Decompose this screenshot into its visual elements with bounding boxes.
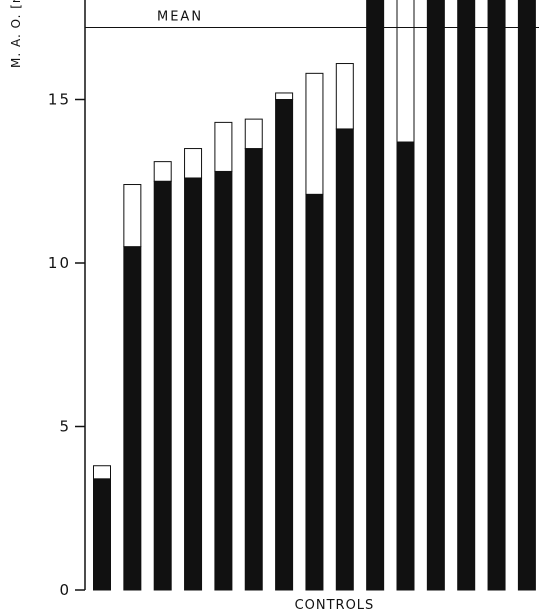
bar-filled-segment [184,177,203,591]
bar-open-segment [244,118,263,150]
bar-filled-segment [214,170,233,591]
bar-filled-segment [123,246,142,591]
y-tick-label: 5 [59,418,71,436]
bar-open-segment [123,184,142,248]
x-axis-title: CONTROLS [295,598,375,611]
bar-filled-segment [457,0,476,591]
bar-open-segment [93,465,111,480]
bar-filled-segment [396,141,415,591]
bar-filled-segment [366,0,385,591]
bar-open-segment [335,63,354,130]
y-tick-label: 0 [59,581,71,599]
bar-filled-segment [335,128,354,591]
bar-filled-segment [93,478,111,591]
bar-filled-segment [426,0,445,591]
bar-filled-segment [244,148,263,591]
bar-open-segment [153,161,172,182]
bar-filled-segment [153,180,172,591]
bar-open-segment [305,72,324,195]
bar-filled-segment [487,0,506,591]
y-tick-label: 15 [48,91,71,109]
bar-open-segment [396,0,415,143]
mean-label: MEAN [157,10,203,25]
bar-filled-segment [275,99,294,591]
bar-open-segment [184,148,203,179]
bar-open-segment [214,121,233,172]
y-axis-title: M. A. O. [mEq] [9,0,23,68]
y-tick-label: 10 [48,254,71,272]
bar-open-segment [275,92,294,100]
bar-filled-segment [305,193,324,591]
bar-filled-segment [517,0,536,591]
bars-group [93,0,536,591]
y-ticks-group: 05101520253035 [48,91,85,599]
mean-label-background [150,7,210,24]
